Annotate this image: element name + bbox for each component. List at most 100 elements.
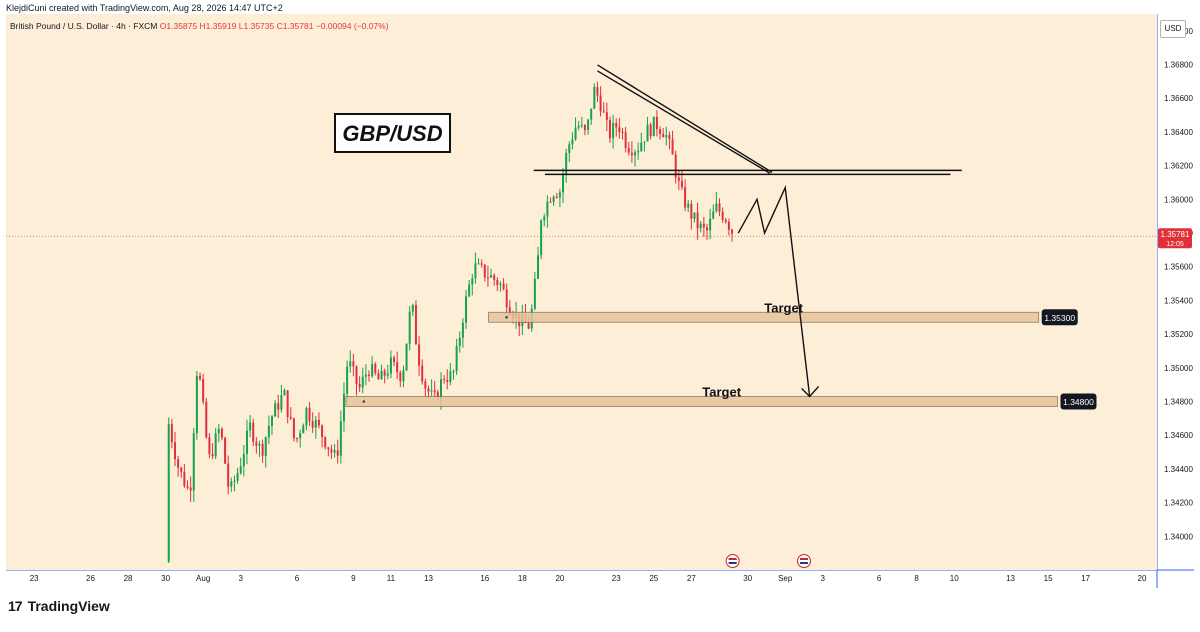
- candle-body: [577, 125, 580, 128]
- candle-body: [302, 425, 305, 434]
- candle-body: [562, 174, 565, 193]
- candle-body: [333, 450, 336, 453]
- candle-body: [277, 403, 280, 410]
- candle-body: [236, 473, 239, 481]
- tradingview-logo[interactable]: 17 TradingView: [8, 598, 110, 614]
- candle-body: [377, 373, 380, 380]
- candle-body: [587, 119, 590, 130]
- candle-body: [374, 364, 377, 374]
- last-price-badge: [1158, 228, 1192, 249]
- candle-body: [195, 375, 198, 434]
- candle-body: [364, 374, 367, 377]
- legend-change: −0.00094 (−0.07%): [315, 21, 389, 31]
- candle-body: [680, 180, 683, 188]
- candle-body: [339, 421, 342, 456]
- time-tick-label: 13: [1006, 574, 1015, 583]
- candle-body: [724, 219, 727, 222]
- candle-body: [493, 275, 496, 280]
- candle-body: [296, 438, 299, 440]
- candle-body: [558, 192, 561, 198]
- candle-body: [618, 127, 621, 132]
- candle-body: [490, 275, 493, 278]
- candle-body: [418, 344, 421, 366]
- candle-body: [324, 437, 327, 448]
- candle-body: [342, 393, 345, 422]
- price-tick-label: 1.36000: [1164, 195, 1193, 204]
- candle-body: [662, 133, 665, 138]
- candle-body: [449, 371, 452, 382]
- legend-symbol: British Pound / U.S. Dollar · 4h · FXCM: [10, 21, 158, 31]
- candle-body: [693, 212, 696, 219]
- candle-body: [314, 419, 317, 428]
- time-tick-label: 3: [238, 574, 243, 583]
- candle-body: [170, 424, 173, 443]
- candle-body: [502, 283, 505, 290]
- title-box: [334, 113, 451, 153]
- candle-body: [227, 463, 230, 487]
- target-label-2: Target: [702, 385, 741, 400]
- candle-body: [549, 201, 552, 203]
- price-tick-label: 1.34400: [1164, 465, 1193, 474]
- candle-body: [286, 390, 289, 417]
- candle-body: [349, 361, 352, 367]
- candle-body: [180, 467, 183, 472]
- candle-body: [477, 263, 480, 265]
- candle-body: [602, 111, 605, 113]
- last-price-countdown: 12:05: [1166, 241, 1184, 248]
- candle-body: [280, 395, 283, 410]
- candle-body: [580, 125, 583, 127]
- target-label-1: Target: [764, 300, 803, 315]
- time-tick-label: 28: [124, 574, 133, 583]
- candle-body: [533, 278, 536, 309]
- candle-body: [330, 449, 333, 453]
- price-tick-label: 1.36800: [1164, 61, 1193, 70]
- candle-body: [245, 430, 248, 455]
- candle-body: [718, 203, 721, 212]
- candle-body: [709, 218, 712, 231]
- candle-body: [264, 437, 267, 456]
- time-tick-label: 25: [649, 574, 658, 583]
- candle-body: [346, 366, 349, 394]
- legend-close: C1.35781: [276, 21, 314, 31]
- tradingview-logo-icon: 17: [8, 598, 23, 614]
- candle-body: [271, 416, 274, 426]
- time-tick-label: 20: [1138, 574, 1147, 583]
- legend-high: H1.35919: [199, 21, 237, 31]
- candle-body: [486, 277, 489, 279]
- price-tick-label: 1.35600: [1164, 263, 1193, 272]
- time-tick-label: 6: [877, 574, 882, 583]
- candle-body: [433, 390, 436, 393]
- time-tick-label: 17: [1081, 574, 1090, 583]
- candle-body: [505, 289, 508, 308]
- currency-selector[interactable]: USD: [1160, 20, 1186, 38]
- candle-body: [621, 131, 624, 133]
- symbol-legend: British Pound / U.S. Dollar · 4h · FXCM …: [10, 21, 389, 31]
- candle-body: [239, 466, 242, 474]
- candle-body: [361, 376, 364, 388]
- candle-body: [615, 122, 618, 128]
- candle-body: [627, 147, 630, 153]
- candle-body: [699, 223, 702, 229]
- candle-body: [552, 196, 555, 203]
- candles-layer: [6, 14, 1157, 570]
- candle-body: [358, 383, 361, 388]
- target-zone-2: [345, 396, 1058, 407]
- time-tick-label: 15: [1044, 574, 1053, 583]
- candle-body: [380, 370, 383, 380]
- legend-open: O1.35875: [159, 21, 198, 31]
- candle-body: [593, 86, 596, 109]
- target-price-label-1: 1.35300: [1044, 313, 1075, 323]
- time-tick-label: 9: [351, 574, 356, 583]
- candle-body: [252, 422, 255, 442]
- candle-body: [712, 211, 715, 219]
- time-tick-label: 27: [687, 574, 696, 583]
- candle-body: [427, 388, 430, 392]
- candle-body: [242, 454, 245, 467]
- candle-body: [411, 304, 414, 312]
- candle-body: [355, 366, 358, 384]
- price-tick-label: 1.36400: [1164, 128, 1193, 137]
- candle-body: [321, 425, 324, 438]
- candle-body: [687, 203, 690, 208]
- tradingview-logo-text: TradingView: [27, 598, 110, 614]
